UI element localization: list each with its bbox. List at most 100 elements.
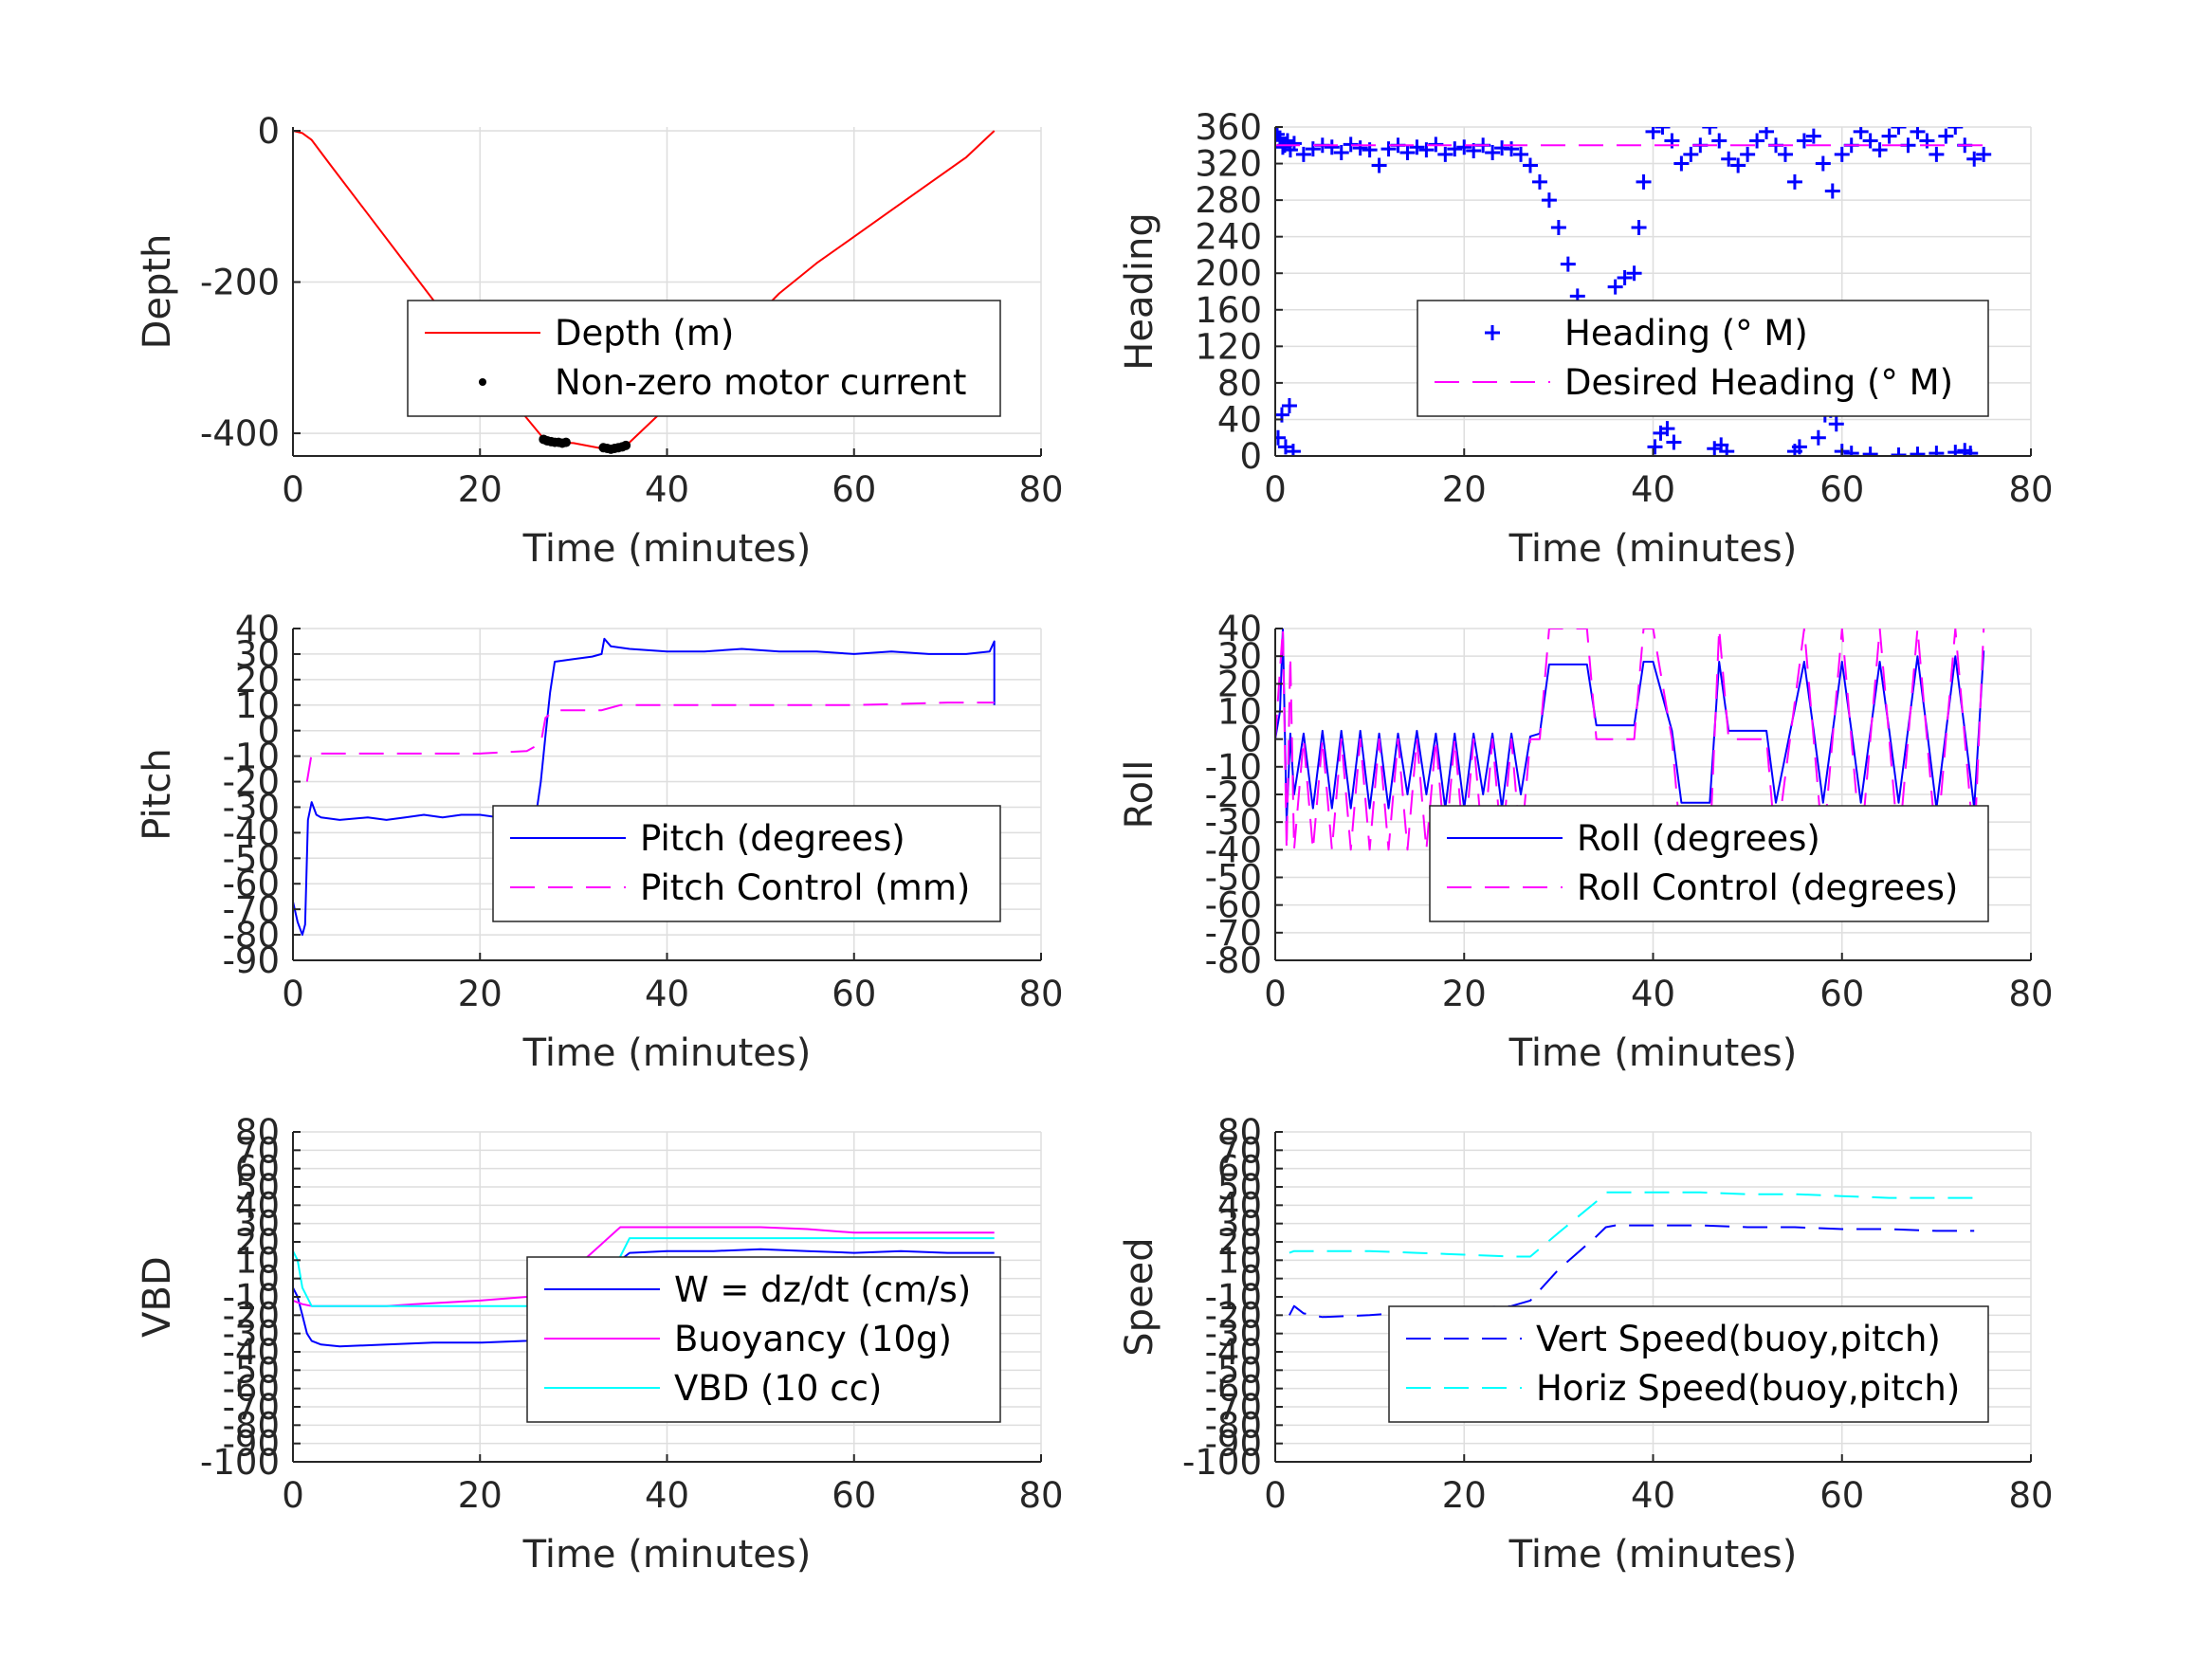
y-tick-label: -90 [223,940,280,981]
y-tick-label: 360 [1195,107,1262,148]
x-tick-label: 0 [1264,1475,1287,1516]
y-tick-label: 20 [1217,1222,1262,1263]
y-tick-label: -60 [1205,1369,1262,1410]
series-line [293,637,996,937]
data-point [1513,146,1529,162]
legend: Roll (degrees) Roll Control (degrees) [1429,805,1989,922]
x-tick-label: 40 [645,974,689,1014]
legend-swatch [479,378,486,386]
series-line [1275,629,1985,824]
y-axis-label: Pitch [136,748,179,840]
x-tick-label: 20 [1442,469,1487,510]
y-tick-label: 0 [257,111,280,152]
y-tick-label: 0 [1239,720,1262,760]
y-tick-label: 20 [235,660,280,701]
data-point [1447,141,1463,157]
x-tick-label: 80 [1018,974,1063,1014]
x-tick-label: 20 [1442,974,1487,1014]
y-tick-label: 0 [257,711,280,752]
x-tick-label: 80 [1018,1475,1063,1516]
y-tick-label: -10 [1205,747,1262,788]
chart-panel-2: 0 20 40 60 8004080120160200240280320360Time … [1118,107,2054,571]
data-point [1645,127,1661,139]
y-tick-label: 40 [1217,609,1262,649]
data-point [1380,141,1397,157]
data-point [1810,429,1826,446]
data-point [1286,136,1302,152]
data-point [1305,141,1321,157]
y-tick-label: -200 [200,263,280,303]
data-point [1666,434,1682,450]
y-tick-label: 40 [1217,399,1262,440]
legend-box [1417,300,1989,417]
data-point [1791,439,1807,455]
data-point [1796,133,1812,149]
data-point [1929,146,1945,162]
y-tick-label: 10 [1217,692,1262,733]
x-tick-label: 60 [1819,974,1864,1014]
x-tick-label: 80 [1018,469,1063,510]
y-tick-label: 30 [1217,1204,1262,1245]
y-tick-label: -100 [200,1442,280,1483]
data-point [1541,192,1557,209]
data-point [1963,446,1979,456]
x-tick-label: 0 [282,469,304,510]
y-tick-label: -70 [1205,913,1262,954]
y-tick-label: -10 [223,1277,280,1318]
x-tick-label: 60 [832,469,876,510]
legend: W = dz/dt (cm/s) Buoyancy (10g) VBD (10 cc… [526,1256,1001,1423]
data-layer [293,130,996,454]
y-tick-label: -90 [1205,1424,1262,1465]
y-tick-label: -30 [1205,1314,1262,1355]
y-tick-label: 30 [235,634,280,675]
data-point [1647,439,1663,455]
x-tick-label: 0 [1264,974,1287,1014]
y-tick-label: 40 [235,1185,280,1226]
x-tick-label: 0 [282,1475,304,1516]
legend-box [407,300,1001,417]
x-tick-label: 40 [1631,974,1675,1014]
data-point [1522,157,1538,173]
data-point [1862,133,1878,149]
y-tick-label: 50 [235,1167,280,1208]
y-tick-label: 10 [1217,1240,1262,1281]
y-tick-label: -30 [223,787,280,828]
y-axis-label: Depth [136,234,179,350]
legend-entry: Desired Heading (° M) [1564,362,1953,403]
data-point [1843,446,1859,456]
y-axis-label: VBD [136,1256,179,1338]
data-point [1853,127,1869,139]
y-tick-label: 30 [235,1204,280,1245]
data-point [1805,128,1821,144]
data-point [1409,139,1425,155]
y-tick-label: 70 [235,1130,280,1171]
data-point [1891,127,1907,135]
y-tick-label: -20 [1205,1295,1262,1336]
y-tick-label: 0 [257,1259,280,1300]
x-tick-label: 80 [2008,974,2053,1014]
data-point [1815,155,1831,172]
x-tick-label: 40 [645,1475,689,1516]
y-tick-label: 120 [1195,326,1262,367]
data-point [1673,155,1690,172]
data-layer [1275,127,1992,456]
y-tick-label: 40 [1217,1185,1262,1226]
data-point [1702,127,1718,135]
data-point [1636,173,1652,190]
data-point [1485,144,1501,160]
y-tick-label: 160 [1195,290,1262,331]
legend-entry: VBD (10 cc) [674,1368,882,1409]
y-tick-label: -40 [1205,1332,1262,1373]
data-point [1910,447,1926,456]
x-axis-label: Time (minutes) [1508,1031,1798,1075]
y-tick-label: -40 [223,1332,280,1373]
data-point [1721,151,1737,167]
data-point [1617,270,1633,286]
legend-entry: Horiz Speed(buoy,pitch) [1536,1368,1960,1409]
x-tick-label: 20 [458,469,503,510]
data-point [1504,141,1520,157]
data-point [1683,146,1699,162]
legend: Heading (° M) Desired Heading (° M) [1417,300,1989,417]
data-point [1654,127,1671,135]
